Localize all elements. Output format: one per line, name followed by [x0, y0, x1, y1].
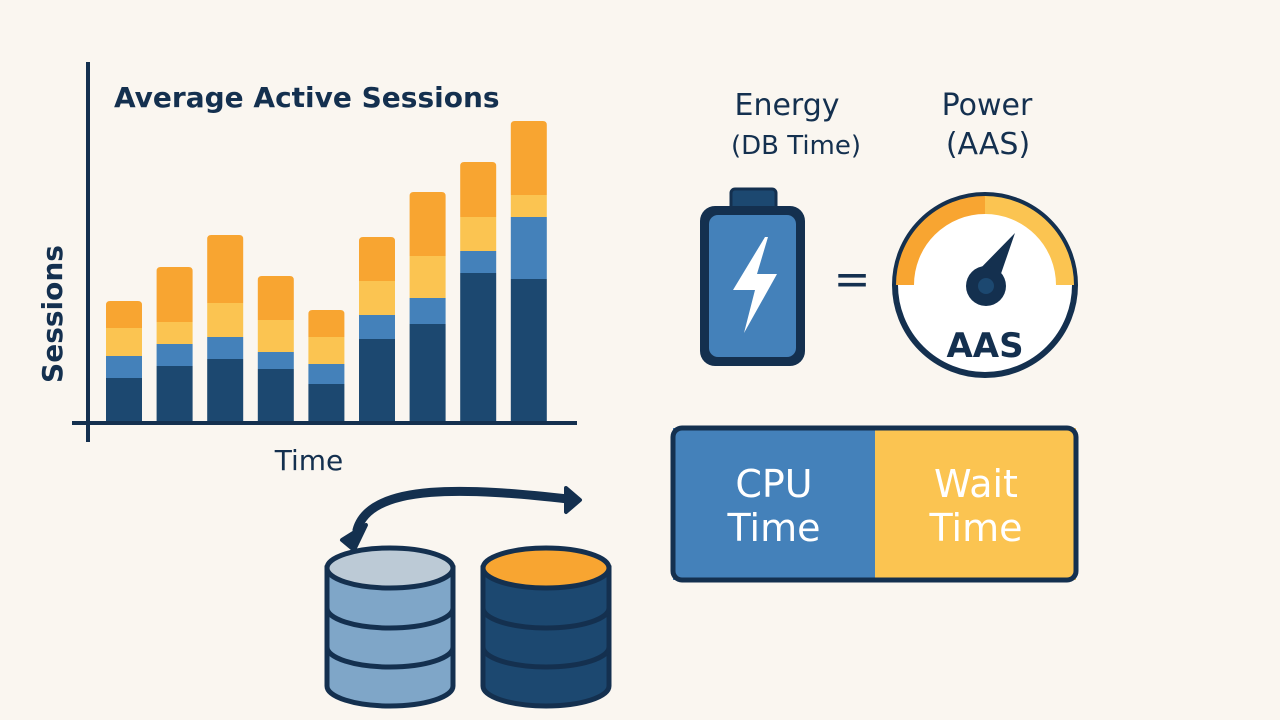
- bar-segment: [257, 276, 294, 320]
- bar-segment: [308, 384, 345, 421]
- cpu-time-label-line1: CPU: [735, 462, 812, 506]
- database-icon: [480, 545, 612, 709]
- equals-sign: =: [834, 254, 871, 305]
- bar-segment: [106, 378, 142, 421]
- bar-segment: [359, 339, 395, 421]
- bar-segment: [308, 310, 345, 337]
- bar-segment: [207, 337, 244, 359]
- wait-time-label-line2: Time: [929, 506, 1023, 550]
- bar-segment: [156, 267, 193, 322]
- y-axis-label: Sessions: [36, 245, 69, 383]
- bar-segment: [460, 162, 497, 217]
- wait-time-label-line1: Wait: [934, 462, 1018, 506]
- energy-subtitle: (DB Time): [731, 131, 861, 161]
- bar-segment: [460, 273, 497, 421]
- cpu-time-label-line2: Time: [727, 506, 821, 550]
- bar-segment: [106, 328, 142, 356]
- bar-segment: [257, 369, 294, 421]
- bar-segment: [359, 315, 395, 339]
- bar-segment: [460, 251, 497, 273]
- lightning-bolt-icon: [733, 237, 777, 333]
- bar-segment: [409, 324, 446, 421]
- bar-segment: [359, 237, 395, 281]
- gauge-label: AAS: [946, 326, 1023, 366]
- bar-segment: [207, 359, 244, 421]
- bar-segment: [156, 344, 193, 366]
- db-time-bar: CPU Time Wait Time: [670, 425, 1079, 583]
- wait-time-segment: [875, 428, 1076, 580]
- bar-segment: [106, 356, 142, 378]
- energy-title: Energy: [734, 88, 839, 123]
- bar-segment: [257, 320, 294, 352]
- bar-segment: [409, 192, 446, 256]
- power-subtitle: (AAS): [946, 127, 1030, 162]
- bar-segment: [359, 281, 395, 315]
- bar-segment: [510, 217, 547, 279]
- bar-segment: [510, 121, 547, 195]
- bar-segment: [409, 298, 446, 324]
- gauge-icon: AAS: [892, 192, 1078, 378]
- database-icon: [324, 545, 456, 709]
- cpu-time-segment: [673, 428, 875, 580]
- bar-segment: [308, 337, 345, 364]
- chart-title: Average Active Sessions: [114, 81, 500, 114]
- swap-arrow-icon: [340, 486, 582, 552]
- bar-segment: [156, 366, 193, 421]
- bar-segment: [106, 301, 142, 328]
- bar-segment: [207, 235, 244, 303]
- power-title: Power: [942, 88, 1033, 123]
- bar-segment: [257, 352, 294, 369]
- bar-segment: [460, 217, 497, 251]
- battery-icon: [700, 187, 805, 366]
- x-axis-label: Time: [274, 444, 344, 477]
- bar-segment: [207, 303, 244, 337]
- bar-segment: [156, 322, 193, 344]
- bar-group: [106, 121, 547, 421]
- bar-segment: [510, 195, 547, 217]
- bar-segment: [409, 256, 446, 298]
- sessions-chart: Average Active Sessions Sessions Time: [36, 62, 577, 477]
- bar-segment: [510, 279, 547, 421]
- bar-segment: [308, 364, 345, 384]
